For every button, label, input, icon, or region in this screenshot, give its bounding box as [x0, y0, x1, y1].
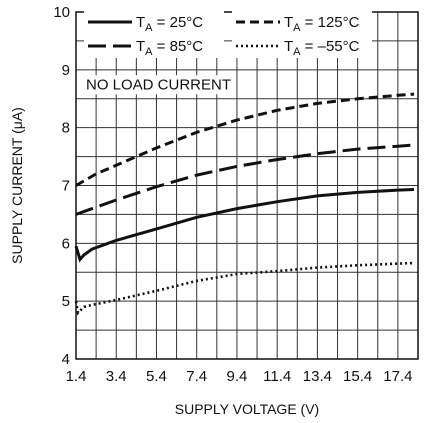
x-tick-label: 13.4 — [303, 368, 332, 385]
x-tick-label: 11.4 — [263, 368, 291, 385]
series-line — [74, 261, 415, 316]
data-curves — [74, 92, 415, 316]
series-line — [74, 188, 415, 263]
y-tick-labels: 4 5 6 7 8 9 10 — [53, 4, 70, 368]
legend-label: TA = 25°C — [136, 14, 203, 34]
x-tick-label: 7.4 — [186, 368, 207, 385]
legend-label: TA = –55°C — [284, 38, 360, 58]
series-line — [75, 92, 415, 187]
legend-background — [232, 34, 372, 58]
legend: TA = 25°C TA = 125°C TA = 85°C TA = –55°C — [84, 10, 372, 58]
x-tick-label: 3.4 — [106, 368, 127, 385]
y-tick-label: 4 — [62, 351, 70, 368]
y-axis-label: SUPPLY CURRENT (μA) — [9, 107, 25, 264]
x-axis-label: SUPPLY VOLTAGE (V) — [175, 401, 319, 417]
grid-lines — [76, 12, 418, 359]
annotation-background — [83, 75, 235, 95]
y-tick-label: 7 — [62, 178, 70, 195]
series-line — [75, 143, 415, 216]
x-tick-label: 5.4 — [146, 368, 167, 385]
y-tick-label: 5 — [62, 293, 70, 310]
legend-background — [84, 34, 224, 58]
y-tick-label: 10 — [53, 4, 70, 21]
no-load-annotation: NO LOAD CURRENT — [86, 76, 231, 93]
legend-label: TA = 125°C — [284, 14, 360, 34]
y-tick-label: 6 — [62, 235, 70, 252]
x-tick-label: 9.4 — [227, 368, 248, 385]
legend-label: TA = 85°C — [136, 38, 203, 58]
y-tick-label: 8 — [62, 120, 70, 137]
x-tick-label: 1.4 — [66, 368, 87, 385]
x-tick-labels: 1.4 3.4 5.4 7.4 9.4 11.4 13.4 15.4 17.4 — [66, 368, 413, 385]
y-tick-label: 9 — [62, 62, 70, 79]
x-tick-label: 15.4 — [343, 368, 372, 385]
x-tick-label: 17.4 — [383, 368, 412, 385]
